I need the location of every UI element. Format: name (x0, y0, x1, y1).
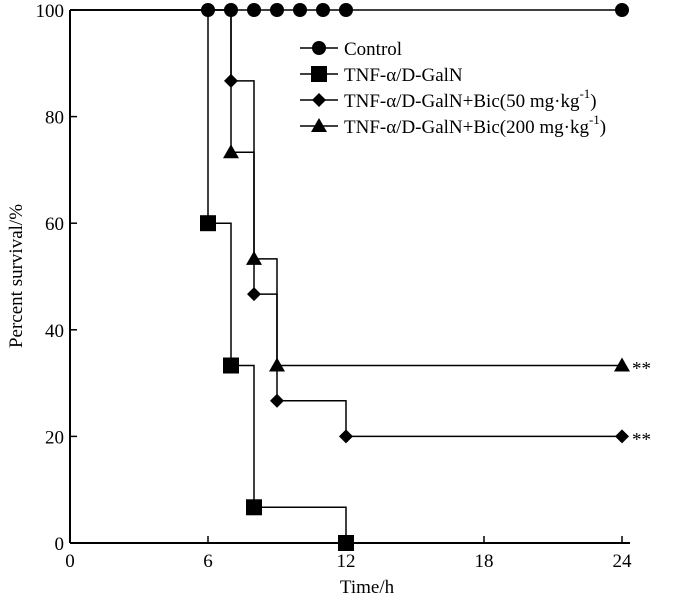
axes (69, 10, 630, 544)
legend-text-0: Control (344, 39, 402, 60)
x-tick-label-12: 12 (337, 551, 356, 572)
x-tick-label-6: 6 (203, 551, 213, 572)
x-tick-label-0: 0 (65, 551, 75, 572)
legend-text-2: TNF-α/D-GalN+Bic(50 mg·kg-1) (344, 86, 597, 112)
legend-marker-1 (311, 66, 327, 82)
series-0-point-5 (316, 3, 330, 17)
series-2-point-0 (224, 73, 238, 88)
series-2-point-2 (270, 393, 284, 408)
series-2-point-3 (339, 429, 353, 444)
legend-text-1: TNF-α/D-GalN (344, 65, 463, 86)
x-tick-label-18: 18 (475, 551, 494, 572)
series-0-point-6 (339, 3, 353, 17)
series-line-3 (70, 9, 622, 367)
series-lines (70, 9, 622, 543)
series-line-1 (70, 9, 347, 543)
x-tick-label-24: 24 (613, 551, 633, 572)
series-0-point-7 (615, 3, 629, 17)
series-3-point-0 (223, 144, 239, 159)
series-2-annotation: ** (632, 429, 651, 450)
series-3-annotation: ** (632, 359, 651, 380)
series-0-point-1 (224, 3, 238, 17)
annotations: ** ** (632, 359, 651, 451)
y-tick-label-80: 80 (45, 108, 64, 129)
series-markers (200, 3, 630, 551)
y-tick-label-100: 100 (36, 1, 65, 22)
x-axis-label: Time/h (340, 577, 395, 598)
series-1-point-1 (223, 357, 239, 374)
series-0-point-2 (247, 3, 261, 17)
y-tick-label-60: 60 (45, 214, 64, 235)
legend-marker-2 (312, 93, 326, 107)
series-0-point-0 (201, 3, 215, 17)
y-tick-label-20: 20 (45, 427, 64, 448)
series-0-point-3 (270, 3, 284, 17)
y-tick-label-0: 0 (55, 534, 65, 555)
series-2-point-4 (615, 429, 629, 444)
series-0-point-4 (293, 3, 307, 17)
series-3-point-3 (614, 357, 630, 372)
series-3-point-2 (269, 357, 285, 372)
axis-ticks: 0 6 12 18 24 0 20 40 60 80 100 (36, 1, 633, 572)
legend-text-3: TNF-α/D-GalN+Bic(200 mg·kg-1) (344, 112, 606, 138)
series-1-point-0 (200, 215, 216, 232)
y-axis-label: Percent survival/% (6, 204, 27, 348)
legend-marker-0 (312, 41, 326, 55)
y-tick-label-40: 40 (45, 321, 64, 342)
series-3-point-1 (246, 250, 262, 265)
series-2-point-1 (247, 287, 261, 302)
legend-marker-3 (311, 118, 327, 132)
series-1-point-2 (246, 499, 262, 516)
